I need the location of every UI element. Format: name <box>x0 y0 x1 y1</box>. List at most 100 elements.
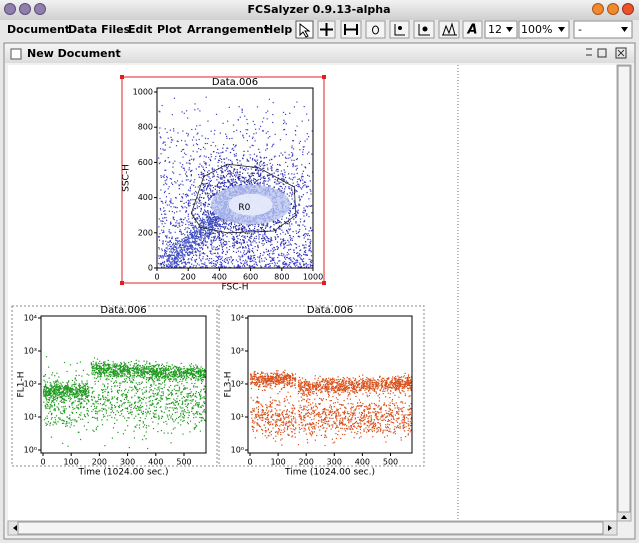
event-dot <box>238 179 240 181</box>
event-dot <box>127 365 129 367</box>
event-dot <box>190 246 192 248</box>
event-dot <box>246 158 248 160</box>
event-dot <box>195 251 197 253</box>
event-dot <box>233 131 235 133</box>
tool-histogram[interactable] <box>438 20 460 39</box>
event-dot <box>161 254 163 257</box>
event-dot <box>234 266 236 268</box>
event-dot <box>211 231 213 233</box>
event-dot <box>263 161 265 164</box>
event-dot <box>77 400 79 402</box>
resize-handle[interactable] <box>322 75 326 79</box>
resize-handle[interactable] <box>120 75 124 79</box>
event-dot <box>257 174 260 176</box>
event-dot <box>306 192 308 194</box>
resize-handle[interactable] <box>322 281 326 285</box>
event-dot <box>211 224 213 226</box>
event-dot <box>203 229 205 231</box>
event-dot <box>218 233 221 236</box>
event-dot <box>278 254 280 256</box>
menu-item[interactable]: Arrangement <box>187 23 269 36</box>
selection-combo[interactable] <box>573 20 633 39</box>
event-dot <box>205 137 207 139</box>
event-dot <box>227 165 229 167</box>
event-dot <box>59 382 61 384</box>
event-dot <box>218 239 220 241</box>
window-controls-right[interactable] <box>592 3 634 15</box>
event-dot <box>233 169 235 171</box>
h-scrollbar[interactable] <box>7 520 618 536</box>
event-dot <box>296 211 298 213</box>
event-dot <box>54 409 56 412</box>
event-dot <box>263 252 265 254</box>
tool-text[interactable] <box>462 20 483 39</box>
event-dot <box>164 254 166 256</box>
font-size-combo[interactable] <box>484 20 518 39</box>
event-dot <box>198 216 200 218</box>
menu-item[interactable]: Document <box>7 23 70 36</box>
event-dot <box>71 404 73 406</box>
event-dot <box>191 369 193 371</box>
event-dot <box>203 219 205 221</box>
event-dot <box>171 265 173 267</box>
event-dot <box>181 256 183 258</box>
event-dot <box>194 242 196 244</box>
event-dot <box>199 194 201 196</box>
event-dot <box>289 207 291 209</box>
window-controls-left[interactable] <box>4 3 46 15</box>
event-dot <box>180 255 182 257</box>
event-dot <box>192 240 194 242</box>
event-dot <box>164 141 166 143</box>
event-dot <box>270 158 273 161</box>
event-dot <box>262 130 265 132</box>
event-dot <box>215 238 218 240</box>
event-dot <box>166 183 168 185</box>
event-dot <box>190 175 192 177</box>
event-dot <box>195 168 197 170</box>
event-dot <box>131 369 133 371</box>
event-dot <box>153 372 155 374</box>
event-dot <box>219 227 222 229</box>
event-dot <box>241 228 243 230</box>
event-dot <box>172 247 174 249</box>
event-dot <box>94 397 96 399</box>
event-dot <box>158 239 161 241</box>
event-dot <box>218 231 220 233</box>
tool-ellipse[interactable] <box>365 20 386 39</box>
event-dot <box>262 224 264 226</box>
zoom-combo[interactable] <box>518 20 570 39</box>
event-dot <box>130 412 132 414</box>
menu-item[interactable]: Help <box>264 23 292 36</box>
event-dot <box>206 215 208 217</box>
v-scrollbar[interactable] <box>616 64 632 522</box>
event-dot <box>179 162 181 164</box>
event-dot <box>196 236 198 238</box>
event-dot <box>171 257 173 259</box>
event-dot <box>172 218 174 220</box>
event-dot <box>284 128 286 131</box>
event-dot <box>204 183 206 185</box>
event-dot <box>278 164 281 166</box>
event-dot <box>188 246 190 248</box>
event-dot <box>200 234 202 236</box>
event-dot <box>250 257 252 259</box>
event-dot <box>175 145 178 147</box>
menu-item[interactable]: Edit <box>128 23 152 36</box>
event-dot <box>209 185 212 187</box>
menu-item[interactable]: Data Files <box>68 23 131 36</box>
event-dot <box>242 177 244 179</box>
event-dot <box>281 218 283 220</box>
event-dot <box>221 220 223 222</box>
frame-buttons[interactable] <box>586 47 627 59</box>
resize-handle[interactable] <box>120 281 124 285</box>
event-dot <box>175 375 177 377</box>
event-dot <box>95 362 97 364</box>
event-dot <box>254 182 256 184</box>
event-dot <box>147 447 149 450</box>
event-dot <box>239 259 241 261</box>
event-dot <box>161 229 163 231</box>
menu-item[interactable]: Plot <box>157 23 182 36</box>
event-dot <box>130 404 132 406</box>
event-dot <box>223 176 225 179</box>
event-dot <box>234 155 236 157</box>
